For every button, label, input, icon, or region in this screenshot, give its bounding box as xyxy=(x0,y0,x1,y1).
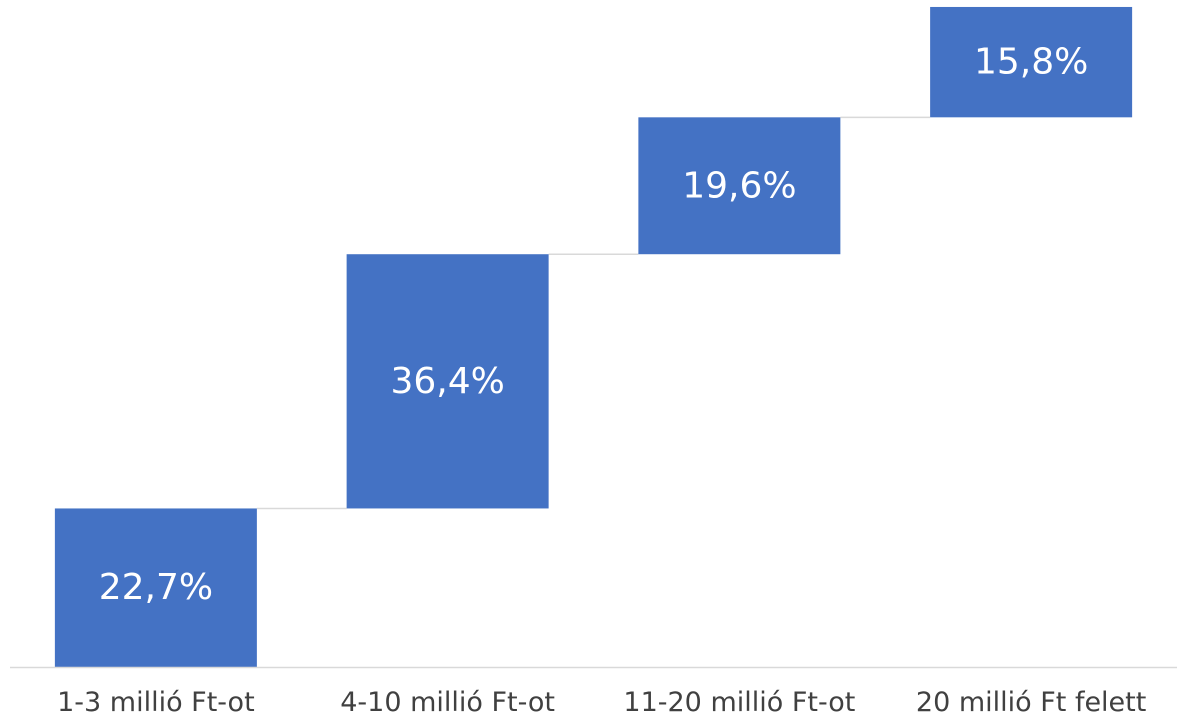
category-label-3: 11-20 millió Ft-ot xyxy=(623,687,855,718)
bar-value-label-4: 15,8% xyxy=(974,42,1088,83)
bar-4 xyxy=(930,6,1133,118)
bar-value-label-3: 19,6% xyxy=(682,165,796,206)
category-labels: 1-3 millió Ft-ot 4-10 millió Ft-ot 11-20 m… xyxy=(57,687,1146,718)
bar-3 xyxy=(638,117,841,255)
bar-1 xyxy=(54,508,257,667)
bar-2 xyxy=(346,254,549,509)
category-label-2: 4-10 millió Ft-ot xyxy=(340,687,555,718)
bar-value-label-2: 36,4% xyxy=(390,361,504,402)
category-label-4: 20 millió Ft felett xyxy=(916,687,1146,718)
bars: 22,7% 36,4% 19,6% 15,8% xyxy=(54,6,1133,667)
category-label-1: 1-3 millió Ft-ot xyxy=(57,687,255,718)
connector-lines xyxy=(256,116,931,510)
bar-value-label-1: 22,7% xyxy=(99,567,213,608)
